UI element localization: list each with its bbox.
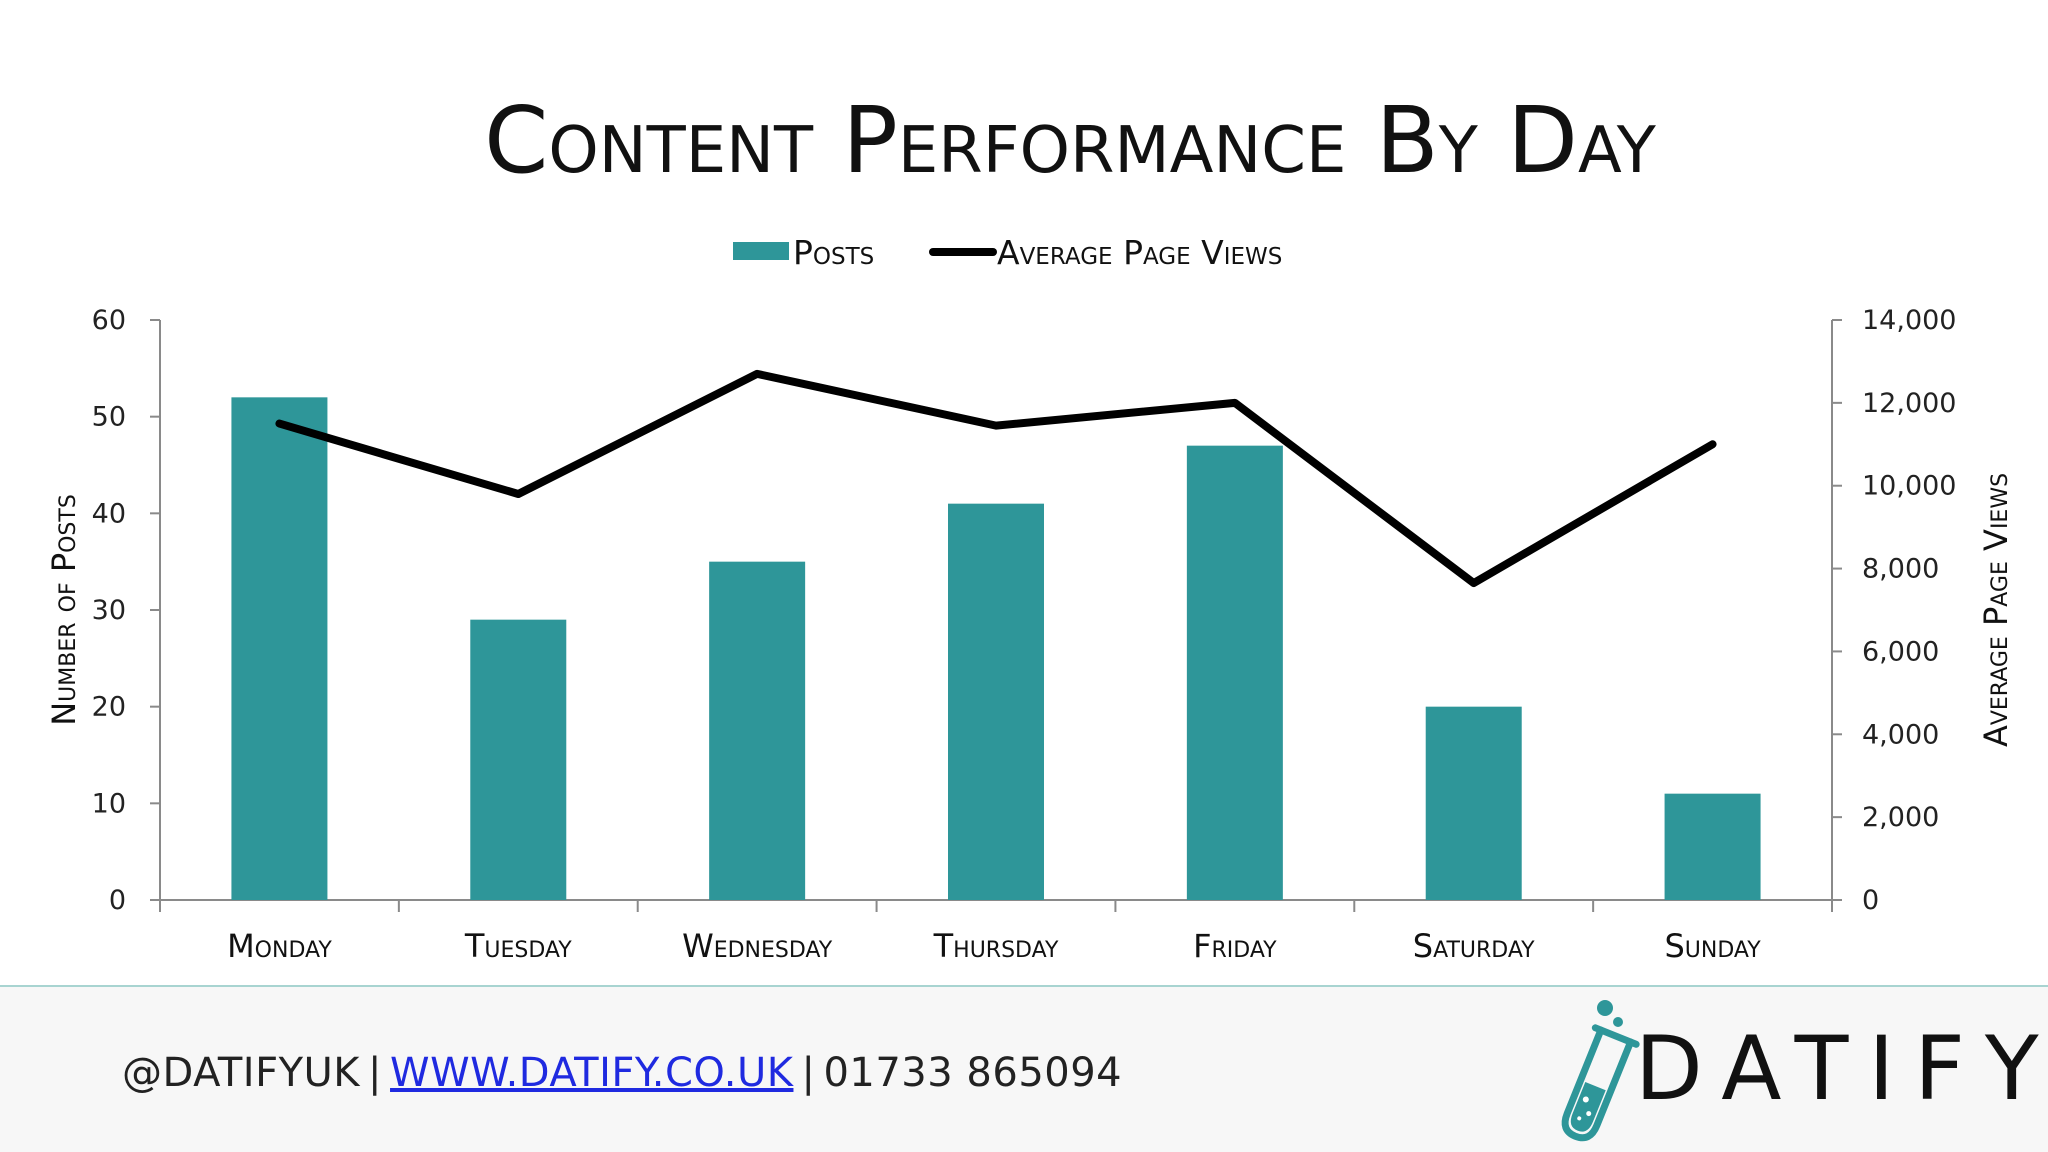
y-axis-title: Number of Posts: [45, 494, 83, 726]
separator: |: [801, 1050, 816, 1096]
tick-labels: 0 10 20 30 40 50 60 0 2,000 4,000 6,000 8,000 10,000…: [92, 305, 1957, 965]
legend: Posts Average Page Views: [733, 233, 1282, 272]
legend-label-posts: Posts: [793, 233, 874, 272]
x-category-label: Monday: [227, 927, 332, 965]
y2-axis-title: Average Page Views: [1977, 473, 2015, 747]
website-link[interactable]: WWW.DATIFY.CO.UK: [390, 1050, 794, 1096]
y-tick-label: 40: [92, 498, 126, 529]
bar-posts: [1425, 706, 1522, 900]
y2-tick-label: 10,000: [1862, 471, 1956, 502]
footer-divider: [0, 985, 2048, 987]
y2-tick-label: 2,000: [1862, 802, 1939, 833]
x-category-label: Saturday: [1413, 927, 1535, 965]
y2-tick-label: 6,000: [1862, 636, 1939, 667]
legend-label-page-views: Average Page Views: [997, 233, 1282, 272]
y-tick-label: 30: [92, 595, 126, 626]
bar-posts: [1664, 793, 1761, 900]
datify-logo: DATIFY: [1540, 995, 2040, 1145]
y2-tick-label: 4,000: [1862, 719, 1939, 750]
x-category-label: Tuesday: [464, 927, 572, 965]
test-tube-icon: [1561, 1000, 1640, 1142]
bar-posts: [1186, 445, 1283, 900]
footer: [0, 985, 2048, 1152]
phone-number: 01733 865094: [823, 1050, 1123, 1096]
bar-posts: [948, 503, 1044, 900]
line-series: [275, 369, 1717, 588]
y-tick-label: 0: [109, 885, 126, 916]
x-category-label: Thursday: [933, 927, 1059, 965]
legend-swatch-posts: [733, 242, 789, 260]
bar-posts: [709, 561, 806, 900]
y-tick-label: 10: [92, 788, 126, 819]
y2-tick-label: 0: [1862, 885, 1879, 916]
line-average-page-views: [275, 369, 1717, 588]
combo-chart: Content Performance By Day Posts Average…: [45, 87, 2015, 965]
bars: [231, 397, 1761, 900]
y-tick-label: 50: [92, 402, 126, 433]
y2-tick-label: 14,000: [1862, 305, 1956, 336]
chart-title: Content Performance By Day: [484, 87, 1657, 194]
y2-tick-label: 12,000: [1862, 388, 1956, 419]
y-tick-label: 60: [92, 305, 126, 336]
bar-posts: [470, 619, 567, 900]
separator: |: [368, 1050, 383, 1096]
brand-name: DATIFY: [1635, 1017, 2048, 1120]
x-category-label: Friday: [1193, 927, 1277, 965]
y-tick-label: 20: [92, 692, 126, 723]
x-category-label: Wednesday: [682, 927, 833, 965]
x-category-label: Sunday: [1664, 927, 1761, 965]
y2-tick-label: 8,000: [1862, 554, 1939, 585]
twitter-handle[interactable]: @DATIFYUK: [122, 1050, 361, 1096]
bar-posts: [231, 397, 328, 900]
footer-contact: @DATIFYUK | WWW.DATIFY.CO.UK | 01733 865094: [122, 1050, 1122, 1096]
